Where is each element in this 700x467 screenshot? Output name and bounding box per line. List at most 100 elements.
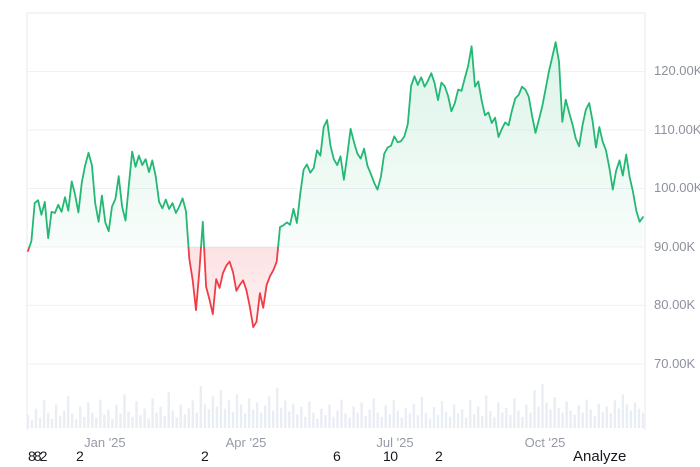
volume-bar (356, 412, 359, 428)
volume-bar (320, 408, 323, 428)
y-axis-label: 100.00K (654, 180, 700, 196)
volume-bar (316, 418, 319, 428)
volume-bar (324, 415, 327, 428)
y-axis-label: 120.00K (654, 63, 700, 79)
x-axis-label: Jul '25 (376, 435, 414, 450)
volume-bar (368, 409, 371, 428)
bottom-number: 10 (383, 448, 398, 464)
volume-bar (537, 406, 540, 428)
volume-bar (629, 410, 633, 428)
volume-bar (131, 416, 134, 428)
volume-bar (569, 410, 572, 428)
volume-bar (155, 412, 158, 428)
volume-bar (597, 403, 600, 428)
volume-bar (404, 407, 407, 428)
volume-bar (557, 407, 560, 428)
volume-bar (195, 412, 198, 428)
volume-bar (384, 405, 387, 428)
volume-bar (251, 409, 255, 428)
volume-bar (38, 417, 42, 428)
volume-bar (517, 410, 520, 428)
volume-bar (272, 410, 275, 428)
volume-bar (577, 405, 580, 428)
volume-bar (143, 408, 146, 428)
volume-bar (75, 419, 78, 428)
volume-bar (135, 401, 138, 428)
volume-bar (243, 413, 247, 428)
chart-canvas[interactable] (0, 0, 700, 430)
volume-bar (187, 407, 190, 428)
volume-bar (549, 409, 552, 428)
volume-bar (392, 400, 395, 428)
analyze-button[interactable]: Analyze (573, 448, 627, 465)
volume-bar (609, 413, 612, 428)
volume-bar (613, 400, 617, 428)
volume-bar (179, 404, 182, 428)
volume-bar (513, 398, 516, 429)
volume-bar (219, 390, 223, 428)
volume-bar (292, 403, 295, 428)
volume-bar (83, 416, 86, 428)
volume-bar (589, 409, 592, 428)
volume-bar (67, 396, 70, 428)
volume-bar (641, 412, 645, 428)
volume-bar (215, 406, 219, 428)
volume-bar (26, 414, 30, 429)
volume-bar (428, 418, 432, 428)
volume-bar (396, 410, 399, 428)
volume-bar (300, 407, 303, 428)
volume-bar (376, 412, 379, 428)
volume-bar (103, 414, 106, 429)
volume-bar (259, 412, 263, 428)
volume-bar (473, 414, 476, 428)
volume-bar (400, 417, 403, 428)
volume-bar (123, 394, 126, 429)
volume-bar (501, 412, 504, 428)
price-line-up (28, 41, 644, 247)
volume-bar (239, 404, 243, 428)
volume-bar (235, 394, 239, 429)
volume-bar (308, 401, 311, 428)
volume-bar (71, 413, 74, 428)
volume-bar (276, 388, 279, 428)
volume-bar (167, 392, 170, 428)
volume-bar (420, 397, 424, 428)
volume-bar (617, 408, 621, 428)
volume-bar (163, 416, 166, 428)
bottom-number: 882 (28, 448, 47, 464)
volume-bar (565, 401, 568, 428)
volume-bar (497, 402, 500, 428)
volume-bar (469, 400, 472, 428)
volume-bar (199, 386, 202, 428)
volume-bar (191, 400, 194, 428)
volume-bar (336, 410, 339, 428)
volume-bar (159, 406, 162, 428)
y-axis-label: 70.00K (654, 355, 696, 371)
volume-bar (42, 400, 46, 428)
volume-bar (456, 413, 460, 428)
volume-bar (280, 407, 283, 428)
volume-bar (147, 418, 150, 428)
volume-bar (408, 413, 412, 428)
volume-bar (416, 415, 420, 428)
volume-bar (464, 417, 468, 428)
volume-bar (79, 406, 82, 428)
volume-bar (372, 398, 375, 429)
volume-bar (332, 416, 335, 428)
volume-bar (444, 411, 448, 428)
volume-bar (605, 406, 608, 428)
volume-bar (312, 412, 315, 428)
y-axis-label: 80.00K (654, 297, 696, 313)
volume-bar (59, 416, 62, 428)
price-chart[interactable]: 120.00K 110.00K 100.00K 90.00K 80.00K 70.00K … (0, 0, 700, 450)
volume-bar (452, 404, 456, 428)
bottom-number: 6 (333, 448, 341, 464)
volume-bar (247, 398, 251, 429)
bottom-number: 2 (76, 448, 84, 464)
volume-bar (477, 406, 480, 428)
volume-bar (541, 384, 544, 428)
volume-bar (223, 408, 227, 428)
volume-bar (625, 404, 629, 428)
volume-bar (87, 402, 90, 428)
volume-bar (264, 405, 267, 428)
